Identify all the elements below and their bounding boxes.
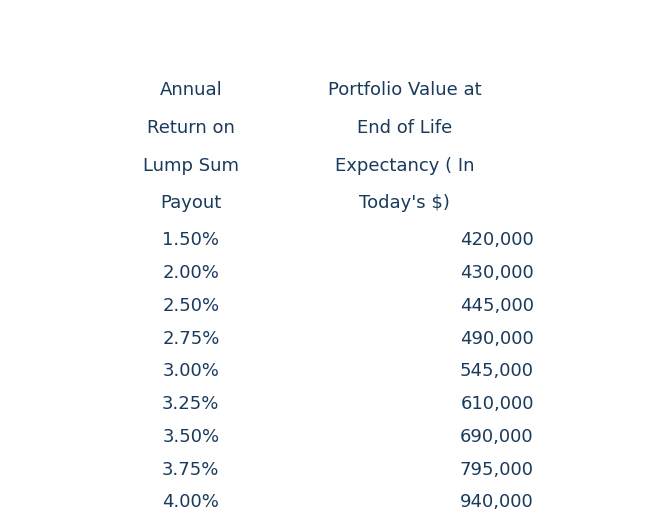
Text: Today's $): Today's $) xyxy=(359,194,450,213)
Text: 3.50%: 3.50% xyxy=(162,428,219,446)
Text: 490,000: 490,000 xyxy=(460,330,534,348)
Text: 690,000: 690,000 xyxy=(460,428,534,446)
Text: 445,000: 445,000 xyxy=(460,297,534,315)
Text: 545,000: 545,000 xyxy=(460,362,534,381)
Text: Portfolio Value at: Portfolio Value at xyxy=(327,81,481,99)
Text: Payout: Payout xyxy=(160,194,221,213)
Text: 1.50%: 1.50% xyxy=(162,231,219,250)
Text: Lump Sum: Lump Sum xyxy=(143,157,239,175)
Text: 795,000: 795,000 xyxy=(460,461,534,479)
Text: Return on: Return on xyxy=(147,119,235,137)
Text: 4.00%: 4.00% xyxy=(162,493,219,512)
Text: 3.75%: 3.75% xyxy=(162,461,219,479)
Text: 420,000: 420,000 xyxy=(460,231,534,250)
Text: 3.00%: 3.00% xyxy=(162,362,219,381)
Text: 940,000: 940,000 xyxy=(460,493,534,512)
Text: 2.75%: 2.75% xyxy=(162,330,219,348)
Text: End of Life: End of Life xyxy=(356,119,452,137)
Text: Annual: Annual xyxy=(160,81,222,99)
Text: 2.00%: 2.00% xyxy=(162,264,219,282)
Text: 430,000: 430,000 xyxy=(460,264,534,282)
Text: 2.50%: 2.50% xyxy=(162,297,219,315)
Text: Expectancy ( In: Expectancy ( In xyxy=(334,157,474,175)
Text: 610,000: 610,000 xyxy=(460,395,534,413)
Text: 3.25%: 3.25% xyxy=(162,395,219,413)
